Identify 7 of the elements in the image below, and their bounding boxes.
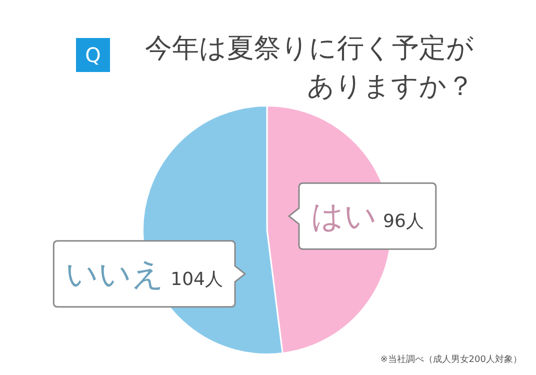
text: Q: [76, 38, 110, 72]
slice-label: いいえ: [66, 254, 165, 293]
text: ※当社調べ（成人男女200人対象）: [380, 354, 522, 366]
chart-title: 今年は夏祭りに行く予定がありますか？: [144, 32, 474, 104]
data-label: 104人: [170, 268, 223, 290]
data-label: 96人: [383, 211, 424, 232]
slice-label: はい: [311, 197, 377, 236]
